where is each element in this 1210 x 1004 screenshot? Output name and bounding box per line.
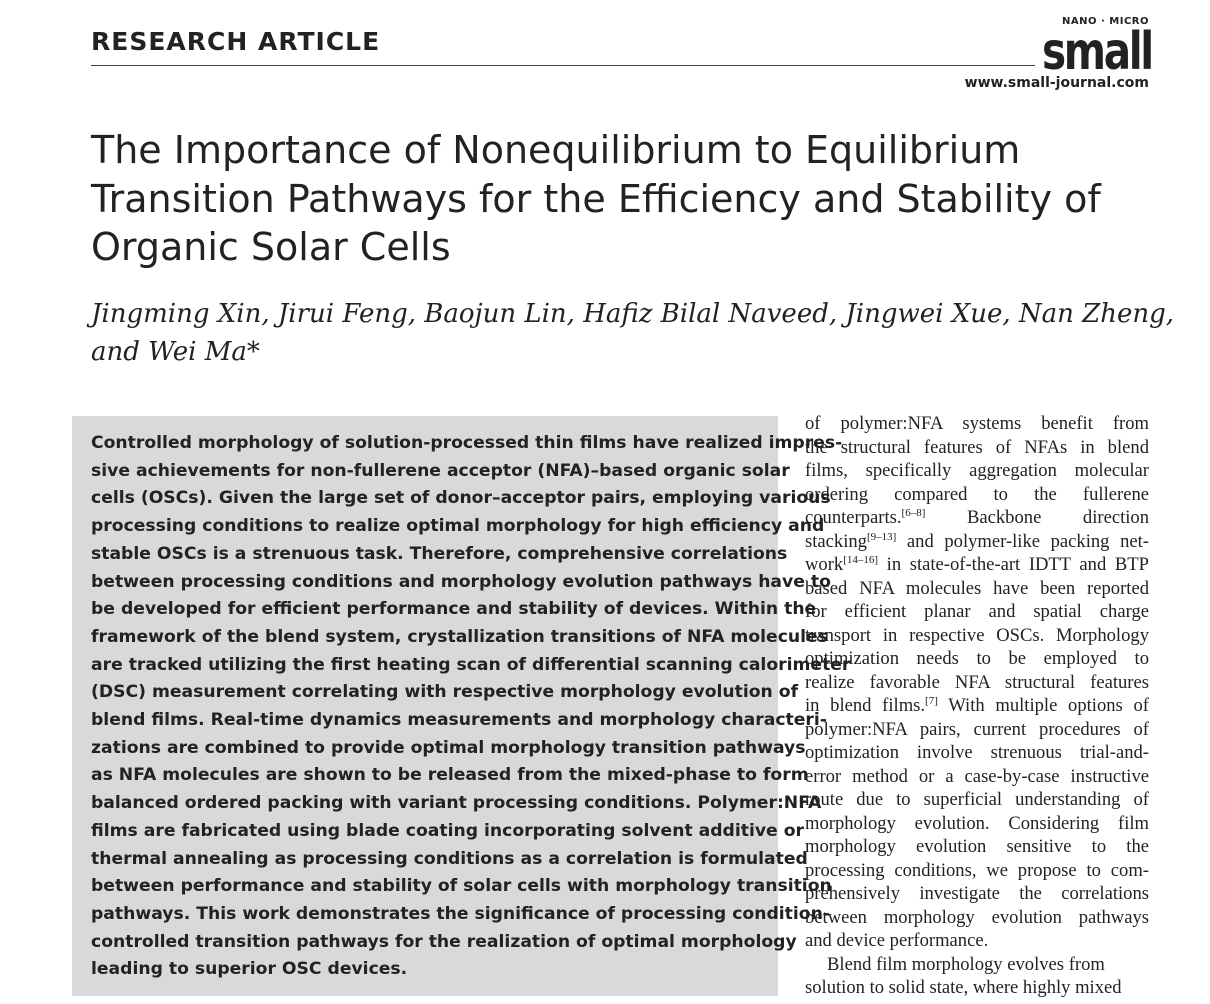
citation: [14–16] (843, 553, 879, 566)
abstract-line: controlled transition pathways for the r… (91, 931, 797, 952)
abstract-line: processing conditions to realize optimal… (91, 516, 825, 537)
abstract-line: are tracked utilizing the first heating … (91, 654, 851, 675)
text-run: stacking (805, 530, 867, 552)
abstract-line: blend films. Real-time dynamics measurem… (91, 710, 827, 731)
author-line: Jingming Xin, Jirui Feng, Baojun Lin, Ha… (91, 299, 1175, 329)
header-rule (91, 65, 1035, 66)
abstract-line: films are fabricated using blade coating… (91, 820, 804, 841)
body-line: error method or a case-by-case instructi… (805, 765, 1149, 789)
abstract-line: (DSC) measurement correlating with respe… (91, 682, 799, 703)
abstract-line: stable OSCs is a strenuous task. Therefo… (91, 543, 788, 564)
body-line: prehensively investigate the correlation… (805, 882, 1149, 906)
text-run: realize favorable NFA structural feature… (805, 671, 1149, 693)
text-run: With multiple options of (937, 695, 1149, 716)
text-run: films, specifically aggregation molecula… (805, 460, 1149, 481)
text-run: optimization involve strenuous trial-and… (805, 742, 1149, 763)
body-line: films, specifically aggregation molecula… (805, 459, 1149, 483)
logo-top: NANO · MICRO (1062, 16, 1149, 27)
abstract-line: cells (OSCs). Given the large set of don… (91, 488, 831, 509)
logo: small (1042, 22, 1154, 82)
title-line: Organic Solar Cells (91, 225, 451, 269)
body-line: ordering compared to the fullerene (805, 483, 1149, 507)
text-run: counterparts. (805, 507, 902, 528)
abstract-line: Controlled morphology of solution-proces… (91, 433, 843, 453)
abstract-line: zations are combined to provide optimal … (91, 737, 806, 758)
text-run: morphology evolution sensitive to the (805, 836, 1149, 857)
abstract-line: sive achievements for non-fullerene acce… (91, 460, 790, 481)
text-run: work (805, 554, 844, 575)
body-line: for efficient planar and spatial charge (805, 600, 1149, 624)
abstract-line: be developed for efficient performance a… (91, 599, 817, 620)
body-line: and device performance. (805, 929, 1149, 953)
text-run: in blend films. (805, 695, 926, 716)
body-line: optimization involve strenuous trial-and… (805, 741, 1149, 765)
text-run: prehensively investigate the correlation… (805, 883, 1149, 904)
body-line: the structural features of NFAs in blend (805, 436, 1149, 460)
body-line: transport in respective OSCs. Morphology (805, 624, 1149, 648)
authors: Jingming Xin, Jirui Feng, Baojun Lin, Ha… (91, 295, 1174, 371)
text-run: solution to solid state, where highly mi… (805, 977, 1122, 998)
text-run: between morphology evolution pathways (805, 906, 1149, 928)
citation: [7] (925, 694, 938, 707)
text-run: and device performance. (805, 930, 989, 951)
body-line: based NFA molecules have been reported (805, 577, 1149, 601)
body-line: work[14–16] in state-of-the-art IDTT and… (805, 553, 1149, 577)
abstract-line: thermal annealing as processing conditio… (91, 848, 808, 869)
abstract-line: as NFA molecules are shown to be release… (91, 765, 809, 786)
text-run: Blend film morphology evolves from (827, 953, 1105, 975)
text-run: the structural features of NFAs in blend (805, 436, 1149, 458)
text-run: processing conditions, we propose to com… (805, 859, 1149, 881)
abstract-line: leading to superior OSC devices. (91, 959, 408, 980)
body-line: of polymer:NFA systems benefit from (805, 412, 1149, 436)
text-run: and polymer-like packing net- (896, 530, 1149, 552)
body-line: stacking[9–13] and polymer-like packing … (805, 530, 1149, 554)
body-line: in blend films.[7] With multiple options… (805, 694, 1149, 718)
body-line: realize favorable NFA structural feature… (805, 671, 1149, 695)
abstract-line: framework of the blend system, crystalli… (91, 626, 828, 647)
body-text: of polymer:NFA systems benefit from the s… (805, 412, 1149, 1000)
abstract-line: pathways. This work demonstrates the sig… (91, 903, 830, 924)
abstract: Controlled morphology of solution-proces… (91, 430, 850, 984)
abstract-line: between performance and stability of sol… (91, 876, 832, 897)
body-line: morphology evolution. Considering film (805, 812, 1149, 836)
body-line: between morphology evolution pathways (805, 906, 1149, 930)
text-run: error method or a case-by-case instructi… (805, 765, 1149, 787)
title-line: Transition Pathways for the Efficiency a… (91, 176, 1101, 221)
section-label: RESEARCH ARTICLE (91, 27, 381, 56)
text-run: optimization needs to be employed to (805, 648, 1149, 669)
body-line: solution to solid state, where highly mi… (805, 976, 1149, 1000)
text-run: morphology evolution. Considering film (805, 812, 1149, 834)
text-run: transport in respective OSCs. Morphology (805, 624, 1149, 646)
abstract-line: balanced ordered packing with variant pr… (91, 793, 822, 814)
text-run: for efficient planar and spatial charge (805, 601, 1149, 622)
body-line: counterparts.[6–8] Backbone direction (805, 506, 1149, 530)
body-line: optimization needs to be employed to (805, 647, 1149, 671)
text-run: of polymer:NFA systems benefit from (805, 413, 1149, 434)
text-run: route due to superficial understanding o… (805, 789, 1149, 810)
title-line: The Importance of Nonequilibrium to Equi… (91, 128, 1021, 172)
journal-url: www.small-journal.com (964, 75, 1149, 91)
body-line: polymer:NFA pairs, current procedures of (805, 718, 1149, 742)
body-line: Blend film morphology evolves from (805, 953, 1149, 977)
text-run: Backbone direction (925, 507, 1149, 528)
text-run: in state-of-the-art IDTT and BTP (878, 554, 1149, 575)
body-line: processing conditions, we propose to com… (805, 859, 1149, 883)
abstract-box (72, 416, 778, 996)
body-line: route due to superficial understanding o… (805, 788, 1149, 812)
body-line: morphology evolution sensitive to the (805, 835, 1149, 859)
author-line: and Wei Ma* (91, 337, 260, 367)
text-run: based NFA molecules have been reported (805, 577, 1149, 599)
text-run: polymer:NFA pairs, current procedures of (805, 718, 1149, 740)
citation: [9–13] (866, 530, 897, 543)
text-run: ordering compared to the fullerene (805, 483, 1149, 505)
abstract-line: between processing conditions and morpho… (91, 571, 831, 592)
title: The Importance of Nonequilibrium to Equi… (91, 126, 1101, 272)
citation: [6–8] (901, 506, 926, 519)
